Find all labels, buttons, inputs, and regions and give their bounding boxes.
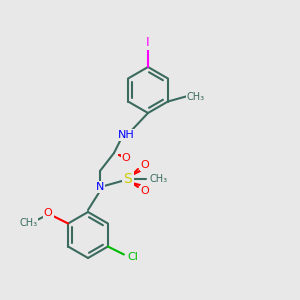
Text: O: O [141, 160, 149, 170]
Text: Cl: Cl [128, 251, 138, 262]
Text: S: S [124, 172, 132, 186]
Text: I: I [146, 35, 150, 49]
Text: O: O [141, 186, 149, 196]
Text: O: O [122, 153, 130, 163]
Text: O: O [44, 208, 52, 218]
Text: CH₃: CH₃ [19, 218, 37, 229]
Text: CH₃: CH₃ [187, 92, 205, 101]
Text: N: N [96, 182, 104, 192]
Text: CH₃: CH₃ [150, 174, 168, 184]
Text: NH: NH [118, 130, 134, 140]
